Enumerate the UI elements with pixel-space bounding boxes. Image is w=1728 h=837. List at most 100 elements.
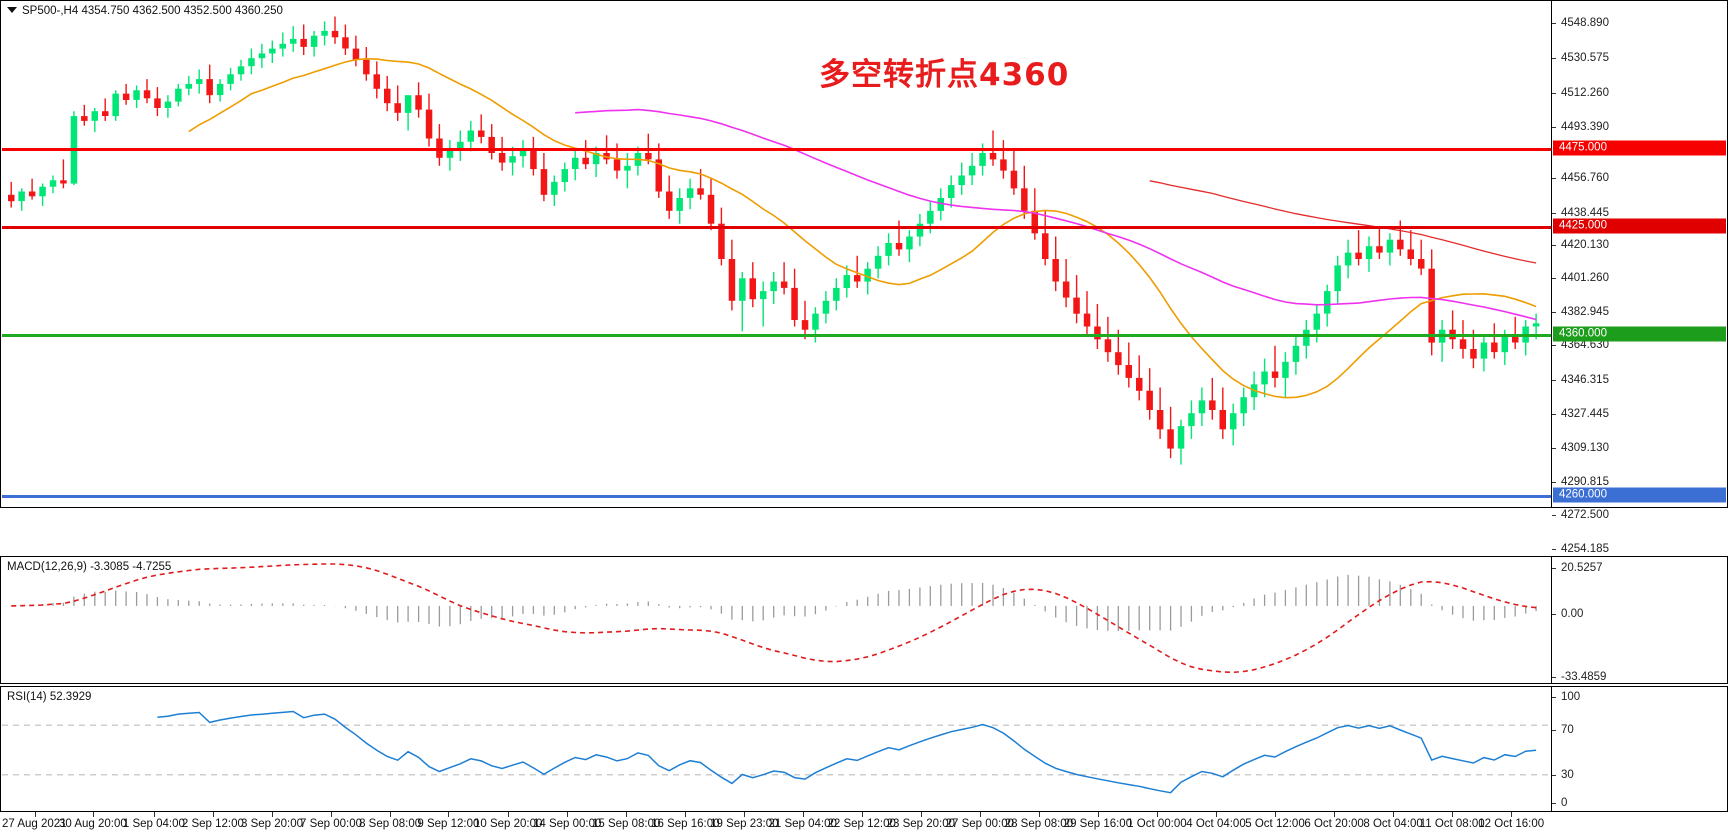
price-axis-tick: 4327.445 (1552, 408, 1609, 420)
time-axis-label: 3 Sep 20:00 (240, 818, 304, 830)
rsi-axis: 100 70 30 0 (1551, 687, 1727, 811)
price-candles-svg (8, 16, 1540, 465)
time-axis-label: 10 Sep 20:00 (473, 818, 543, 830)
time-axis-tick (1156, 812, 1158, 817)
time-axis-tick (390, 812, 392, 817)
price-axis-tick: 4254.185 (1552, 543, 1609, 555)
price-axis-tick: 4272.500 (1552, 509, 1609, 521)
price-axis-tick: 4512.260 (1552, 87, 1609, 99)
time-axis-label: 23 Sep 20:00 (886, 818, 956, 830)
time-axis-label: 12 Oct 16:00 (1478, 818, 1545, 830)
time-axis-label: 1 Oct 00:00 (1127, 818, 1187, 830)
time-axis-tick (1216, 812, 1217, 817)
macd-axis-tick: -33.4859 (1552, 671, 1606, 683)
time-axis-tick (92, 812, 94, 817)
time-axis-label: 7 Sep 00:00 (299, 818, 363, 830)
time-axis-label: 22 Sep 12:00 (827, 818, 896, 830)
time-axis-label: 9 Sep 12:00 (417, 818, 480, 830)
time-axis-tick (626, 812, 628, 817)
level-line-support-4260[interactable] (2, 495, 1551, 498)
rsi-axis-tick: 70 (1552, 724, 1574, 736)
macd-axis-tick: 20.5257 (1552, 562, 1603, 574)
time-axis-label: 16 Sep 16:00 (651, 818, 720, 830)
time-axis-label: 8 Oct 04:00 (1363, 818, 1423, 830)
time-axis-label: 11 Oct 08:00 (1419, 818, 1485, 830)
rsi-axis-tick: 0 (1552, 797, 1567, 809)
time-axis-label: 1 Sep 04:00 (122, 818, 185, 830)
time-axis-tick (212, 812, 214, 817)
macd-axis-tick: 0.00 (1552, 608, 1583, 620)
price-axis-tick: 4401.260 (1552, 272, 1609, 284)
time-axis-label: 14 Sep 00:00 (532, 818, 602, 830)
time-axis-tick (1275, 812, 1276, 817)
time-axis-label: 15 Sep 08:00 (591, 818, 661, 830)
time-axis-tick (1393, 812, 1395, 817)
rsi-axis-tick: 100 (1552, 691, 1580, 703)
time-axis-tick (920, 812, 922, 817)
time-axis-tick (508, 812, 510, 817)
time-axis-label: 4 Oct 04:00 (1186, 818, 1246, 830)
price-level-badge-resistance-4475[interactable]: 4475.000 (1553, 140, 1726, 156)
time-axis-label: 6 Oct 20:00 (1304, 818, 1364, 830)
time-axis-label: 21 Sep 04:00 (768, 818, 837, 830)
time-axis-label: 30 Aug 20:00 (58, 818, 127, 830)
level-line-resistance-4425[interactable] (2, 226, 1551, 229)
price-axis-tick: 4309.130 (1552, 442, 1609, 454)
macd-panel[interactable]: MACD(12,26,9) -3.3085 -4.7255 20.5257 0.0… (0, 556, 1728, 684)
price-panel[interactable]: SP500-,H4 4354.750 4362.500 4352.500 436… (0, 0, 1728, 555)
time-axis-tick (979, 812, 981, 817)
rsi-panel[interactable]: RSI(14) 52.3929 100 70 30 0 (0, 686, 1728, 812)
time-axis-label: 28 Sep 08:00 (1004, 818, 1074, 830)
caret-down-icon[interactable] (7, 6, 17, 13)
symbol-header-text: SP500-,H4 4354.750 4362.500 4352.500 436… (22, 5, 283, 17)
price-axis-tick: 4364.630 (1552, 339, 1609, 351)
time-axis-tick (685, 812, 687, 817)
macd-axis: 20.5257 0.00 -33.4859 (1551, 557, 1727, 683)
time-axis-tick (1452, 812, 1454, 817)
rsi-svg (2, 710, 1551, 794)
price-plot-area[interactable] (2, 2, 1551, 506)
price-axis-tick: 4456.760 (1552, 172, 1609, 184)
time-axis-label: 27 Sep 00:00 (945, 818, 1015, 830)
rsi-axis-tick: 30 (1552, 769, 1574, 781)
time-axis-tick (744, 812, 746, 817)
time-axis-tick (34, 812, 36, 817)
chart-annotation: 多空转折点4360 (819, 57, 1070, 93)
price-level-badge-support-4260[interactable]: 4260.000 (1553, 487, 1726, 503)
level-line-resistance-4475[interactable] (2, 148, 1551, 151)
rsi-plot-area[interactable] (2, 688, 1551, 810)
price-axis-tick: 4438.445 (1552, 207, 1609, 219)
symbol-header[interactable]: SP500-,H4 4354.750 4362.500 4352.500 436… (7, 5, 283, 17)
price-level-badge-resistance-4425[interactable]: 4425.000 (1553, 218, 1726, 234)
time-axis-label: 19 Sep 23:00 (710, 818, 779, 830)
price-axis-tick: 4382.945 (1552, 306, 1609, 318)
price-axis[interactable]: 4548.890 4530.575 4512.260 4493.390 4456.760… (1551, 1, 1727, 555)
price-axis-tick: 4548.890 (1552, 17, 1609, 29)
price-axis-tick: 4346.315 (1552, 374, 1609, 386)
time-axis-label: 8 Sep 08:00 (359, 818, 422, 830)
time-axis-tick (1038, 812, 1040, 817)
price-axis-tick: 4420.130 (1552, 239, 1609, 251)
macd-plot-area[interactable] (2, 558, 1551, 682)
time-axis-tick (1511, 812, 1513, 817)
time-axis-tick (272, 812, 273, 817)
time-axis-tick (861, 812, 863, 817)
price-axis-tick: 4493.390 (1552, 121, 1609, 133)
macd-svg (11, 563, 1537, 674)
rsi-label: RSI(14) 52.3929 (7, 691, 92, 703)
price-axis-tick: 4530.575 (1552, 52, 1609, 64)
time-axis-tick (153, 812, 155, 817)
time-axis-tick (1097, 812, 1099, 817)
level-line-support-4360[interactable] (2, 334, 1551, 337)
time-axis-tick (567, 812, 569, 817)
time-axis-label: 29 Sep 16:00 (1063, 818, 1133, 830)
price-level-badge-support-4360[interactable]: 4360.000 (1553, 326, 1726, 342)
time-axis-label: 27 Aug 2021 (2, 818, 67, 830)
time-axis-label: 5 Oct 12:00 (1245, 818, 1305, 830)
macd-label: MACD(12,26,9) -3.3085 -4.7255 (7, 561, 172, 573)
time-axis[interactable]: 27 Aug 2021 30 Aug 20:00 1 Sep 04:00 2 Sep … (0, 812, 1728, 837)
time-axis-tick (331, 812, 332, 817)
time-axis-tick (448, 812, 450, 817)
time-axis-tick (802, 812, 804, 817)
